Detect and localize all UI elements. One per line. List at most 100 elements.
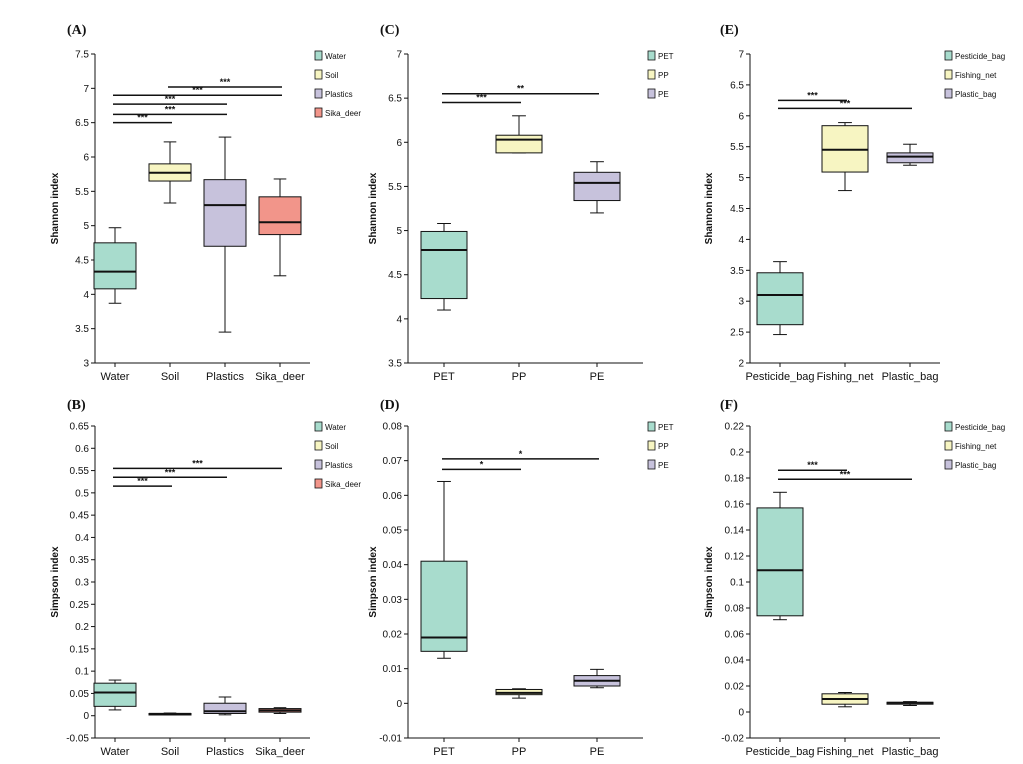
- legend-label: PP: [658, 71, 669, 80]
- legend-label: Plastic_bag: [955, 461, 996, 470]
- y-tick-label: 6.5: [75, 118, 89, 129]
- y-tick-label: 3.5: [388, 359, 402, 370]
- chart-panel-5: (D) -0.01 0 0.01 0.02 0.03 0.04 0.05 0.06 0.07 0.0…: [368, 398, 674, 758]
- x-tick-label: Pesticide_bag: [745, 746, 814, 758]
- legend-swatch: [647, 421, 656, 432]
- y-tick-label: 0.06: [725, 630, 745, 641]
- significance-label: ***: [137, 476, 148, 486]
- legend-label: Pesticide_bag: [955, 423, 1005, 432]
- y-tick-label: 0.08: [383, 422, 403, 433]
- y-tick-label: 0.45: [70, 511, 90, 522]
- y-tick-label: 0.02: [725, 682, 745, 693]
- x-tick-label: PET: [433, 371, 455, 383]
- box-iqr: [203, 179, 247, 247]
- y-tick-label: 2.5: [730, 328, 744, 339]
- box-pe: [573, 668, 621, 689]
- chart-panel-4: (B) -0.05 0 0.05 0.1 0.15 0.2 0.25 0.3 0.35 0.4 0.4…: [50, 398, 361, 758]
- panel-label: (A): [67, 23, 87, 38]
- legend-label: PP: [658, 442, 669, 451]
- legend-swatch: [647, 440, 656, 451]
- significance-label: ***: [476, 93, 487, 103]
- y-tick-label: 4.5: [75, 256, 89, 267]
- x-tick-label: PET: [433, 746, 455, 758]
- y-tick-label: 6.5: [730, 80, 744, 91]
- y-tick-label: 3.5: [75, 324, 89, 335]
- y-tick-label: 0.05: [383, 526, 403, 537]
- y-tick-label: 0.25: [70, 600, 90, 611]
- x-tick-label: PE: [590, 371, 605, 383]
- y-tick-label: 5.5: [388, 182, 402, 193]
- legend-swatch: [944, 50, 953, 61]
- y-tick-label: 4.5: [388, 270, 402, 281]
- x-tick-label: PE: [590, 746, 605, 758]
- y-tick-label: 0.12: [725, 552, 745, 563]
- y-tick-label: 0.6: [75, 444, 89, 455]
- y-tick-label: 0.01: [383, 664, 403, 675]
- box-iqr: [495, 134, 543, 154]
- box-iqr: [756, 272, 804, 326]
- y-tick-label: 0: [83, 711, 89, 722]
- panel-label: (C): [380, 23, 400, 38]
- y-tick-label: 6: [738, 111, 744, 122]
- box-water: [93, 679, 137, 711]
- significance-label: ***: [165, 104, 176, 114]
- y-tick-label: 0.5: [75, 488, 89, 499]
- x-tick-label: Plastics: [206, 371, 244, 383]
- box-pesticide-bag: [756, 261, 804, 336]
- y-tick-label: 0.04: [725, 656, 745, 667]
- y-tick-label: 0.08: [725, 604, 745, 615]
- box-iqr: [420, 560, 468, 652]
- y-tick-label: 0.3: [75, 578, 89, 589]
- box-plastics: [203, 136, 247, 333]
- y-tick-label: 0.65: [70, 422, 90, 433]
- y-tick-label: 0.22: [725, 422, 745, 433]
- legend-swatch: [647, 459, 656, 470]
- legend-swatch: [647, 88, 656, 99]
- x-tick-label: Sika_deer: [255, 746, 305, 758]
- x-tick-label: Fishing_net: [817, 746, 874, 758]
- box-iqr: [573, 171, 621, 202]
- legend-label: Plastics: [325, 90, 353, 99]
- y-tick-label: 6: [83, 153, 89, 164]
- y-tick-label: 4: [83, 290, 89, 301]
- box-iqr: [420, 230, 468, 300]
- box-pe: [573, 161, 621, 214]
- x-tick-label: Water: [101, 746, 130, 758]
- y-tick-label: -0.01: [379, 734, 402, 745]
- legend-swatch: [314, 440, 323, 451]
- panel-label: (B): [67, 398, 86, 413]
- legend-label: Pesticide_bag: [955, 52, 1005, 61]
- box-soil: [148, 141, 192, 204]
- box-water: [93, 227, 137, 304]
- legend-swatch: [314, 50, 323, 61]
- y-tick-label: 7: [396, 50, 402, 61]
- x-tick-label: PP: [512, 746, 527, 758]
- y-tick-label: 0.05: [70, 689, 90, 700]
- significance-label: ***: [220, 77, 231, 87]
- y-tick-label: 7: [738, 50, 744, 61]
- y-tick-label: 2: [738, 359, 744, 370]
- legend-label: PET: [658, 423, 674, 432]
- box-iqr: [93, 242, 137, 290]
- y-tick-label: 0: [738, 708, 744, 719]
- box-fishing-net: [821, 692, 869, 708]
- panel-label: (E): [720, 23, 739, 38]
- legend-swatch: [314, 421, 323, 432]
- y-tick-label: 6.5: [388, 94, 402, 105]
- box-plastic-bag: [886, 701, 934, 706]
- x-tick-label: Pesticide_bag: [745, 371, 814, 383]
- chart-panel-2: (C) 3.5 4 4.5 5 5.5 6 6.5 7 Shannon index PET PP PE *…: [368, 23, 674, 383]
- legend-swatch: [314, 478, 323, 489]
- y-tick-label: 0.4: [75, 533, 89, 544]
- y-tick-label: 0.1: [75, 667, 89, 678]
- box-pp: [495, 115, 543, 154]
- y-axis-label: Shannon index: [704, 172, 715, 244]
- box-pesticide-bag: [756, 491, 804, 621]
- y-tick-label: 3.5: [730, 266, 744, 277]
- box-sika-deer: [258, 178, 302, 277]
- y-tick-label: 7: [83, 84, 89, 95]
- x-tick-label: Plastic_bag: [882, 371, 939, 383]
- chart-panel-6: (F) -0.02 0 0.02 0.04 0.06 0.08 0.1 0.12 0.14 0.16…: [704, 398, 1005, 758]
- box-pet: [420, 223, 468, 311]
- box-iqr: [886, 152, 934, 164]
